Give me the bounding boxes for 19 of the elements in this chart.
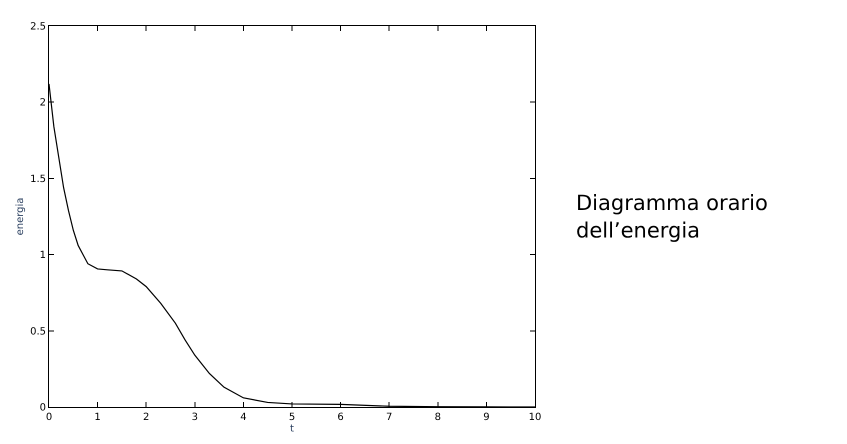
y-tick-label: 2 xyxy=(40,98,46,109)
x-tick-label: 5 xyxy=(288,412,296,423)
y-axis-title: energia xyxy=(15,198,26,236)
x-tick-label: 3 xyxy=(192,412,198,423)
x-tick-label: 2 xyxy=(143,412,150,423)
x-tick-label: 9 xyxy=(483,412,490,423)
y-tick-label: 1 xyxy=(40,250,46,262)
y-tick-label: 1.5 xyxy=(30,174,46,185)
x-tick-label: 1 xyxy=(94,412,101,423)
y-tick-label: 2.5 xyxy=(30,22,46,32)
x-tick-label: 4 xyxy=(240,412,247,423)
x-tick-label: 8 xyxy=(434,412,441,423)
y-tick-label: 0 xyxy=(40,402,46,414)
y-tick-label: 0.5 xyxy=(30,326,46,338)
x-tick-label: 7 xyxy=(386,412,392,423)
x-axis-title: t xyxy=(290,424,294,434)
text: Diagramma orario dell’energia xyxy=(576,191,768,242)
x-tick-label: 6 xyxy=(337,412,344,423)
x-tick-label: 10 xyxy=(528,412,542,423)
